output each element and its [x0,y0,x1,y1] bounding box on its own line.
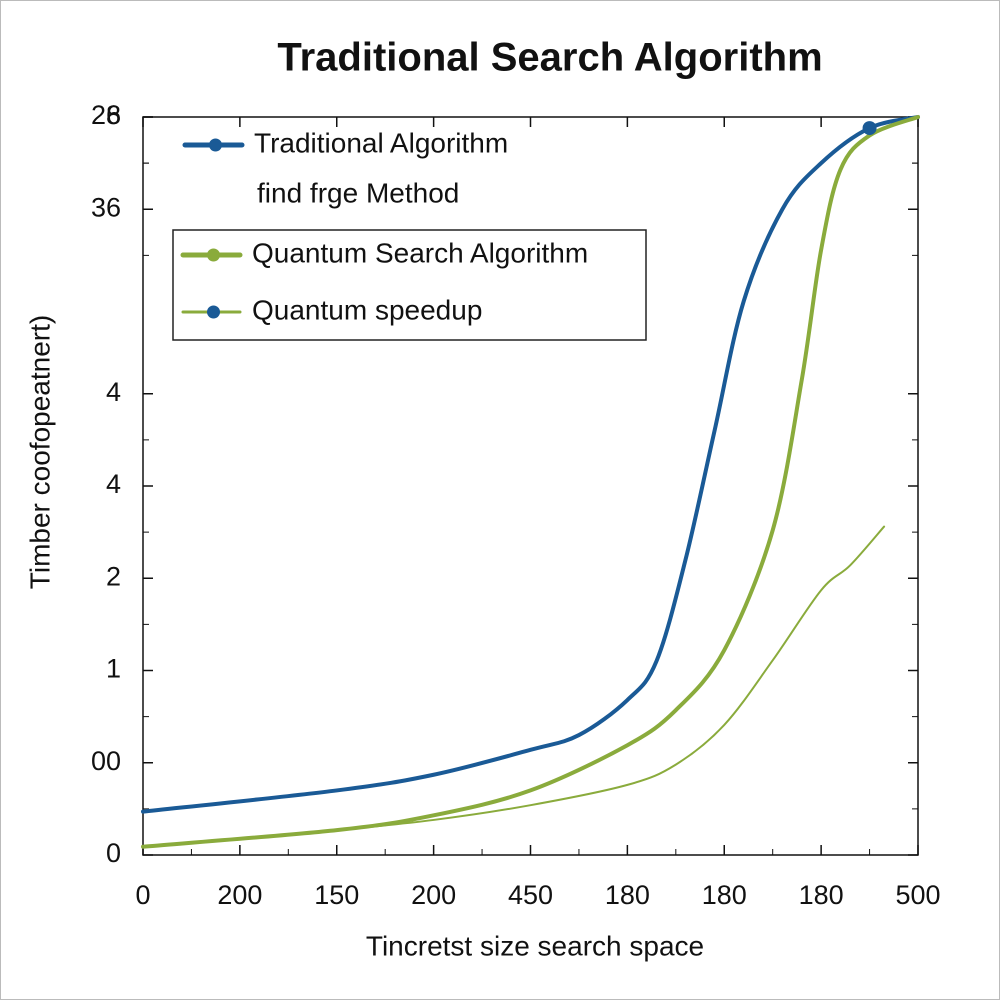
legend-box [172,229,647,341]
x-tick-label: 0 [135,880,150,910]
line [142,525,886,848]
marker-point [862,121,877,136]
line [141,115,920,849]
x-axis-label: Tincretst size search space [366,930,704,961]
chart-title: Traditional Search Algorithm [277,36,822,80]
y-tick-label: 26 [91,100,121,130]
legend-label: Quantum Search Algorithm [252,237,588,268]
y-tick-label: 00 [91,746,121,776]
y-tick-label: 1 [106,654,121,684]
y-tick-label: 36 [91,192,121,222]
legend-marker [209,138,222,152]
x-tick-label: 500 [895,880,940,910]
y-tick-label: 0 [106,838,121,868]
legend-note: find frge Method [257,177,459,208]
legend-label: Traditional Algorithm [254,127,508,158]
y-tick-label: 8 [106,100,121,130]
legend-marker [207,305,220,319]
y-tick-label: 4 [106,377,121,407]
y-axis-label: Timber coofopeatnert) [24,315,55,589]
legend-label: Quantum speedup [252,294,482,325]
line [141,115,920,814]
x-tick-label: 180 [799,880,844,910]
x-tick-label: 200 [411,880,456,910]
x-tick-label: 200 [217,880,262,910]
x-tick-label: 180 [702,880,747,910]
x-tick-label: 150 [314,880,359,910]
x-tick-label: 180 [605,880,650,910]
y-tick-label: 4 [106,469,121,499]
x-tick-label: 450 [508,880,553,910]
legend-marker [207,248,220,262]
y-tick-label: 2 [106,561,121,591]
